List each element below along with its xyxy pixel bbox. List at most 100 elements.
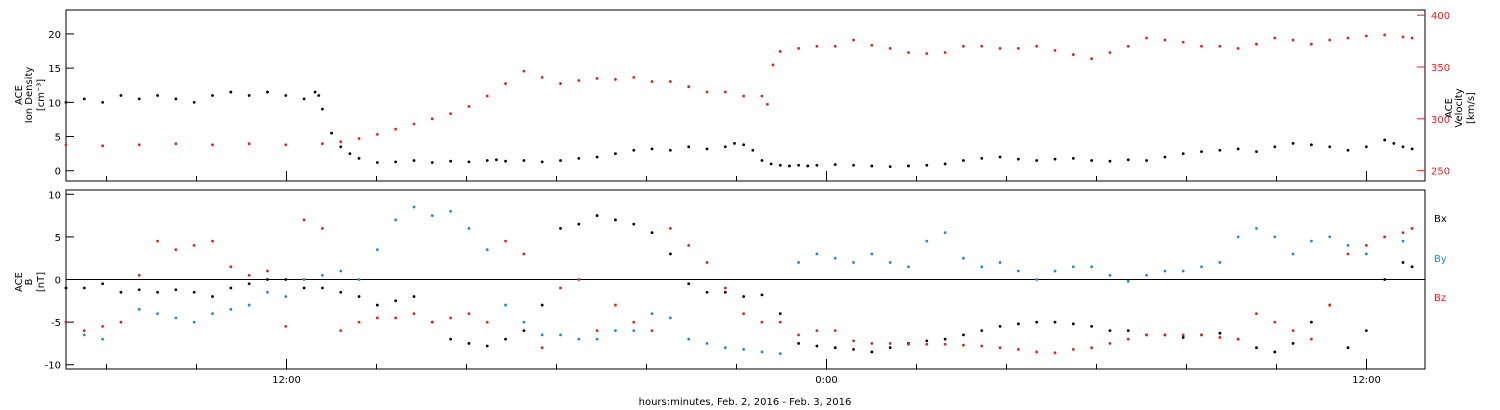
velocity-point [284, 143, 288, 147]
velocity-point [1163, 38, 1167, 42]
velocity-point [1401, 35, 1405, 39]
ion-density-point [907, 164, 910, 168]
velocity-point [1328, 38, 1332, 42]
bz-point [833, 329, 837, 333]
by-point [302, 278, 306, 281]
bz-point [614, 303, 617, 307]
bx-point [321, 286, 324, 290]
ion-density-point [1200, 150, 1203, 153]
bz-point [1053, 351, 1057, 355]
bz-point [1035, 350, 1039, 354]
bz-point [430, 320, 434, 324]
bx-point [577, 222, 581, 226]
ion-density-point [650, 147, 654, 151]
bz-point [1071, 347, 1075, 351]
ion-density-point [806, 164, 810, 168]
ion-density-point [1255, 150, 1258, 153]
bz-point [797, 333, 800, 337]
bz-point [174, 248, 178, 252]
top-right-ylabel-line1: ACE [1444, 98, 1455, 118]
ion-density-point [888, 165, 892, 169]
ion-density-point [412, 159, 416, 162]
bz-point [1383, 235, 1387, 239]
by-point [925, 239, 929, 243]
ion-density-point [962, 159, 965, 162]
ion-density-point [1108, 159, 1112, 163]
ion-density-point [174, 97, 178, 101]
bz-point [870, 342, 874, 345]
top-left-tick-label: 15 [48, 64, 61, 75]
by-point [870, 252, 874, 256]
velocity-point [888, 46, 892, 50]
x-tick-label: 0:00 [815, 375, 837, 386]
bz-point [302, 218, 306, 222]
bz-point [64, 320, 68, 324]
ion-density-point [1053, 157, 1057, 161]
velocity-point [1145, 36, 1148, 40]
bz-point [1016, 347, 1020, 351]
by-point [266, 290, 269, 294]
bx-point [980, 329, 984, 333]
bx-point [1291, 342, 1295, 345]
ion-density-point [82, 97, 86, 101]
velocity-point [907, 51, 910, 54]
ion-density-point [1035, 159, 1039, 162]
top-right-ylabel-line3: [km/s] [1466, 92, 1477, 124]
velocity-point [925, 52, 929, 55]
ion-density-point [595, 155, 599, 159]
ion-density-point [192, 100, 196, 104]
bx-point [467, 342, 471, 345]
bz-point [156, 239, 159, 243]
bx-point [247, 282, 251, 286]
velocity-point [833, 44, 837, 48]
bx-point [559, 226, 562, 230]
ion-density-point [467, 160, 471, 164]
ion-density-point [313, 90, 317, 94]
velocity-point [632, 75, 636, 79]
ion-density-point [778, 163, 782, 167]
bx-point [137, 288, 141, 292]
velocity-point [339, 140, 343, 144]
velocity-point [1383, 33, 1387, 37]
by-point [504, 303, 507, 307]
bx-point [962, 333, 965, 337]
by-point [650, 312, 654, 315]
ion-density-point [1310, 143, 1313, 147]
velocity-point [1273, 36, 1277, 40]
ion-density-point [64, 100, 68, 104]
bx-point [815, 344, 819, 348]
top-left-ylabel-line2: Ion Density [24, 67, 35, 124]
ion-density-point [211, 94, 214, 97]
by-point [1108, 273, 1112, 277]
bz-point [1200, 333, 1203, 337]
bz-point [467, 312, 471, 315]
bz-point [1273, 320, 1277, 324]
velocity-point [1181, 40, 1185, 44]
ion-density-point [1236, 147, 1240, 151]
by-point [1236, 235, 1240, 239]
ion-density-point [980, 157, 984, 160]
velocity-point [797, 46, 800, 50]
velocity-point [1218, 44, 1222, 48]
bz-point [101, 324, 105, 328]
ion-density-point [1392, 141, 1396, 145]
bz-point [1346, 252, 1350, 256]
velocity-point [1364, 34, 1368, 38]
by-point [632, 329, 636, 333]
bz-point [540, 346, 544, 350]
bx-point [1218, 331, 1222, 335]
bx-point [540, 303, 544, 307]
bx-point [870, 350, 874, 354]
velocity-point [101, 144, 105, 148]
top-left-tick-label: 5 [55, 133, 61, 144]
ion-density-point [156, 94, 159, 97]
velocity-point [211, 143, 214, 147]
bottom-left-tick-label: 10 [48, 190, 61, 201]
top-panel-frame [65, 9, 1426, 182]
bz-point [266, 269, 269, 273]
ion-density-point [495, 158, 498, 162]
bx-point [394, 299, 398, 303]
legend: Bx By Bz [1434, 214, 1447, 304]
bottom-left-tick-label: 5 [55, 233, 61, 244]
